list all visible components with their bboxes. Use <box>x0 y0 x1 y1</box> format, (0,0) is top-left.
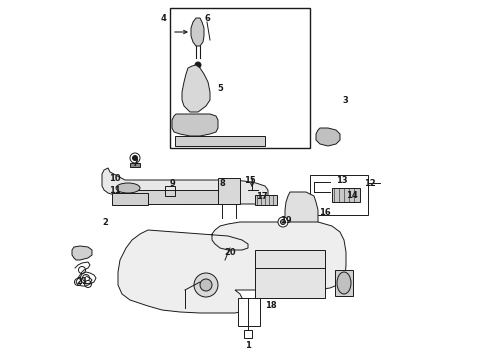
Text: 18: 18 <box>265 301 277 310</box>
Text: 6: 6 <box>204 14 210 23</box>
Bar <box>238 298 260 326</box>
Circle shape <box>84 280 92 288</box>
Bar <box>255 195 277 205</box>
Polygon shape <box>172 114 218 136</box>
Text: 3: 3 <box>342 95 348 104</box>
Text: 5: 5 <box>217 84 223 93</box>
Bar <box>244 330 252 338</box>
Circle shape <box>195 62 201 68</box>
Ellipse shape <box>116 183 140 193</box>
Polygon shape <box>118 222 346 313</box>
Text: 15: 15 <box>244 176 256 185</box>
Text: 17: 17 <box>256 192 268 201</box>
Polygon shape <box>102 168 268 204</box>
Text: 16: 16 <box>319 207 331 216</box>
Bar <box>335 270 353 296</box>
Circle shape <box>82 274 90 282</box>
Bar <box>112 193 148 205</box>
Bar <box>170 8 310 148</box>
Text: 14: 14 <box>346 190 358 199</box>
Text: 10: 10 <box>109 174 121 183</box>
Circle shape <box>194 273 218 297</box>
Circle shape <box>200 279 212 291</box>
Circle shape <box>278 217 288 227</box>
Text: 9: 9 <box>169 179 175 188</box>
Bar <box>130 163 140 167</box>
Text: 4: 4 <box>160 14 166 23</box>
Circle shape <box>280 220 286 225</box>
Ellipse shape <box>337 272 351 294</box>
Text: 13: 13 <box>336 176 348 185</box>
Polygon shape <box>316 128 340 146</box>
Circle shape <box>78 266 85 274</box>
Text: 21: 21 <box>76 278 88 287</box>
Bar <box>255 250 325 298</box>
Text: 2: 2 <box>102 217 108 226</box>
Text: 1: 1 <box>245 341 251 350</box>
Bar <box>310 175 368 215</box>
Bar <box>218 178 240 204</box>
Text: 12: 12 <box>364 179 376 188</box>
Bar <box>332 188 360 202</box>
Polygon shape <box>72 246 92 260</box>
Text: 11: 11 <box>109 185 121 194</box>
Polygon shape <box>285 192 318 235</box>
Text: 19: 19 <box>280 216 292 225</box>
Text: 8: 8 <box>219 179 225 188</box>
Polygon shape <box>191 18 204 46</box>
Circle shape <box>132 156 138 161</box>
Circle shape <box>130 153 140 163</box>
Text: 20: 20 <box>224 248 236 257</box>
Text: 7: 7 <box>132 158 138 167</box>
Bar <box>175 136 265 146</box>
Polygon shape <box>182 65 210 112</box>
Bar <box>118 190 228 204</box>
Circle shape <box>74 279 81 285</box>
